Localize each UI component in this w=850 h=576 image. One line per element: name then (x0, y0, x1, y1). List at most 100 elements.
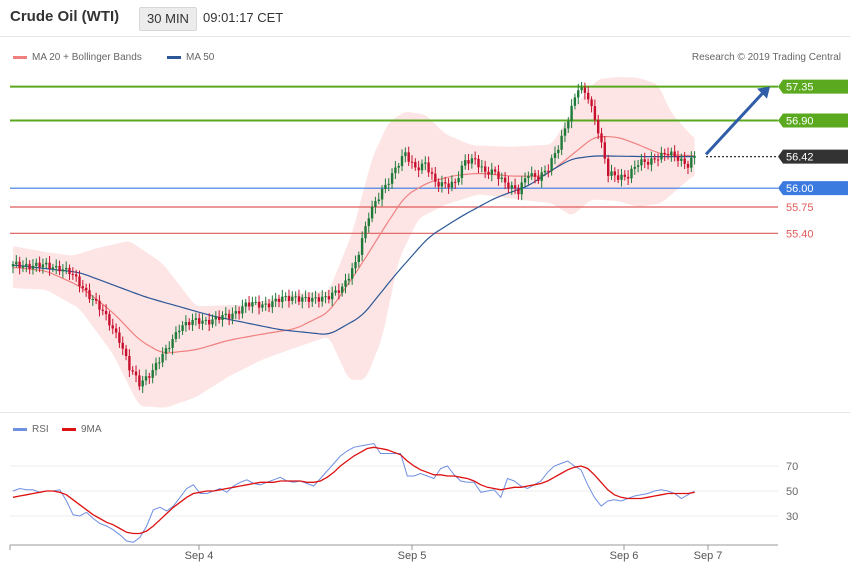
candle-body (454, 181, 457, 183)
candle-body (91, 299, 94, 300)
candle-body (527, 176, 530, 179)
candle-body (121, 342, 124, 349)
legend-9ma-label: 9MA (81, 424, 102, 435)
candle-body (587, 92, 590, 100)
candle-body (583, 87, 587, 93)
candle-body (234, 311, 237, 314)
candle-body (693, 156, 696, 158)
candle-body (673, 151, 676, 157)
rsi-9ma-line (12, 446, 695, 535)
candle-body (603, 142, 606, 159)
candle-body (15, 261, 18, 265)
candle-body (181, 325, 184, 331)
rsi-tick-label: 30 (786, 511, 798, 523)
candle-body (540, 172, 543, 181)
candle-body (68, 267, 71, 274)
candle-body (523, 178, 527, 183)
candle-body (503, 177, 507, 183)
candle-body (507, 182, 510, 189)
candle-body (460, 165, 464, 178)
candle-body (314, 297, 317, 299)
candle-body (108, 314, 111, 326)
candle-body (563, 128, 567, 136)
legend-rsi-label: RSI (32, 424, 49, 435)
candle-body (118, 332, 121, 343)
candle-body (21, 265, 25, 268)
candle-body (360, 238, 364, 255)
ma20-line (12, 135, 695, 354)
level-tag-label: 56.00 (786, 183, 814, 195)
candle-body (148, 376, 151, 378)
level-tag-label: 56.90 (786, 116, 814, 128)
candle-body (567, 121, 570, 129)
candle-body (530, 173, 533, 177)
candle-body (410, 161, 414, 163)
level-tag-label: 55.40 (786, 228, 814, 240)
candle-body (613, 171, 616, 176)
candle-body (520, 182, 523, 195)
candle-body (104, 310, 108, 315)
timeframe-badge[interactable]: 30 MIN (139, 7, 197, 31)
candle-body (141, 380, 144, 387)
candle-body (154, 362, 158, 371)
candle-body (643, 159, 646, 162)
candle-body (626, 176, 630, 179)
candle-body (201, 320, 204, 324)
candle-body (557, 149, 560, 154)
candle-body (81, 286, 84, 288)
candle-body (550, 158, 553, 171)
candle-body (680, 158, 683, 161)
candle-body (537, 176, 540, 181)
candle-body (218, 316, 221, 320)
candle-body (198, 318, 201, 324)
candle-body (543, 170, 547, 173)
candle-body (493, 169, 497, 172)
instrument-title: Crude Oil (WTI) (10, 8, 120, 25)
candle-body (354, 262, 357, 269)
candle-body (367, 218, 370, 227)
candle-body (171, 339, 174, 348)
rsi-line (12, 442, 695, 543)
candle-body (98, 300, 101, 310)
candle-body (630, 168, 633, 179)
candle-body (271, 301, 274, 308)
legend-rsi: RSI (13, 424, 49, 435)
candle-body (301, 297, 304, 302)
candle-body (331, 292, 334, 300)
candle-body (75, 274, 78, 277)
candle-body (174, 332, 178, 339)
candle-body (304, 297, 307, 299)
candle-body (211, 319, 214, 325)
candle-body (640, 159, 643, 166)
candle-body (690, 157, 693, 168)
candle-body (457, 178, 460, 183)
candle-body (134, 371, 138, 376)
rsi-swatch (13, 427, 27, 431)
candle-body (377, 199, 380, 201)
candle-body (646, 161, 650, 165)
candle-body (490, 169, 493, 175)
candle-body (430, 172, 434, 174)
forecast-arrow-head (757, 86, 770, 99)
candle-body (510, 185, 513, 189)
candle-body (101, 309, 104, 311)
candle-body (580, 87, 583, 91)
candle-body (11, 264, 15, 267)
candle-body (324, 296, 327, 298)
level-tag-label: 55.75 (786, 202, 814, 214)
candle-body (344, 280, 347, 287)
candle-body (623, 174, 626, 177)
candle-body (28, 263, 31, 269)
candle-body (444, 182, 447, 184)
candle-body (237, 311, 241, 314)
candle-body (513, 185, 517, 189)
candle-body (676, 156, 680, 161)
candle-body (593, 106, 597, 120)
candle-body (417, 167, 420, 171)
level-tag-55.40: 55.40 (786, 228, 814, 240)
candle-body (18, 261, 21, 268)
level-tag-box (778, 79, 848, 94)
candle-body (327, 296, 331, 300)
candle-body (244, 302, 247, 307)
